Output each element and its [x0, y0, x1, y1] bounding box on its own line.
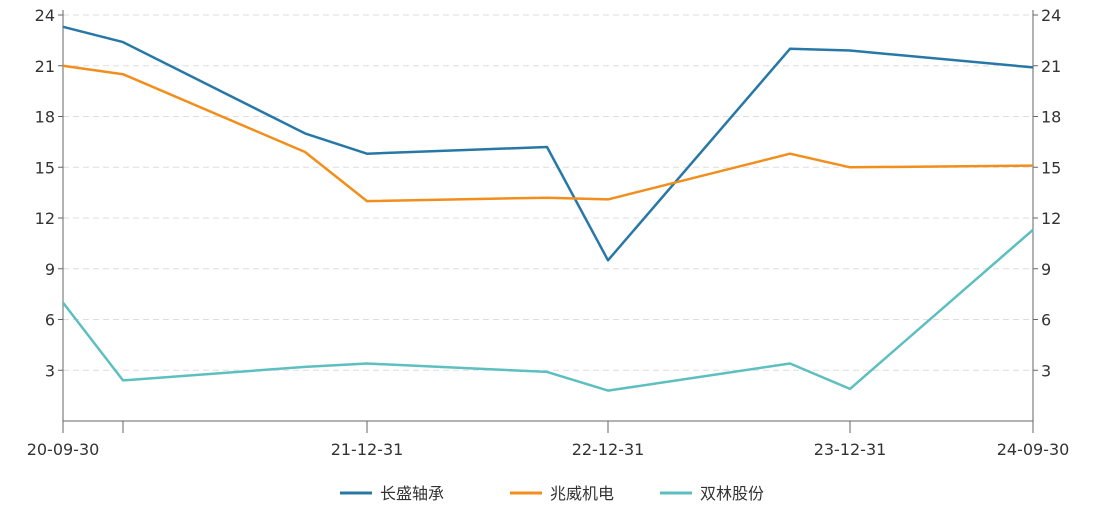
y-tick-label-right: 9 [1041, 260, 1051, 279]
y-tick-label-right: 21 [1041, 57, 1061, 76]
y-tick-label-right: 12 [1041, 209, 1061, 228]
series-line [62, 228, 1034, 392]
legend: 长盛轴承 兆威机电 双林股份 [340, 484, 764, 503]
y-tick-label-left: 12 [35, 209, 55, 228]
legend-label: 兆威机电 [550, 484, 614, 503]
y-tick-label-right: 24 [1041, 6, 1061, 25]
grid-lines [63, 14, 1033, 371]
y-tick-label-left: 9 [45, 260, 55, 279]
y-tick-label-right: 15 [1041, 158, 1061, 177]
series-line [62, 25, 1034, 262]
series-line [62, 64, 1034, 203]
y-tick-label-left: 18 [35, 108, 55, 127]
x-tick-label: 24-09-30 [997, 440, 1070, 459]
y-tick-label-left: 21 [35, 57, 55, 76]
y-tick-label-right: 6 [1041, 311, 1051, 330]
y-tick-label-left: 3 [45, 361, 55, 380]
series-lines [62, 25, 1034, 392]
x-tick-label: 21-12-31 [331, 440, 404, 459]
x-tick-label: 23-12-31 [814, 440, 887, 459]
y-tick-label-left: 6 [45, 311, 55, 330]
y-tick-label-right: 3 [1041, 361, 1051, 380]
x-tick-label: 22-12-31 [572, 440, 645, 459]
x-tick-label: 20-09-30 [27, 440, 100, 459]
legend-label: 双林股份 [700, 484, 764, 503]
legend-label: 长盛轴承 [380, 484, 444, 503]
y-tick-label-left: 24 [35, 6, 55, 25]
y-tick-label-left: 15 [35, 158, 55, 177]
y-tick-label-right: 18 [1041, 108, 1061, 127]
axes: 3 3 6 6 9 9 12 12 15 15 18 18 21 21 24 24 20-09-30 21-12-… [27, 6, 1070, 459]
